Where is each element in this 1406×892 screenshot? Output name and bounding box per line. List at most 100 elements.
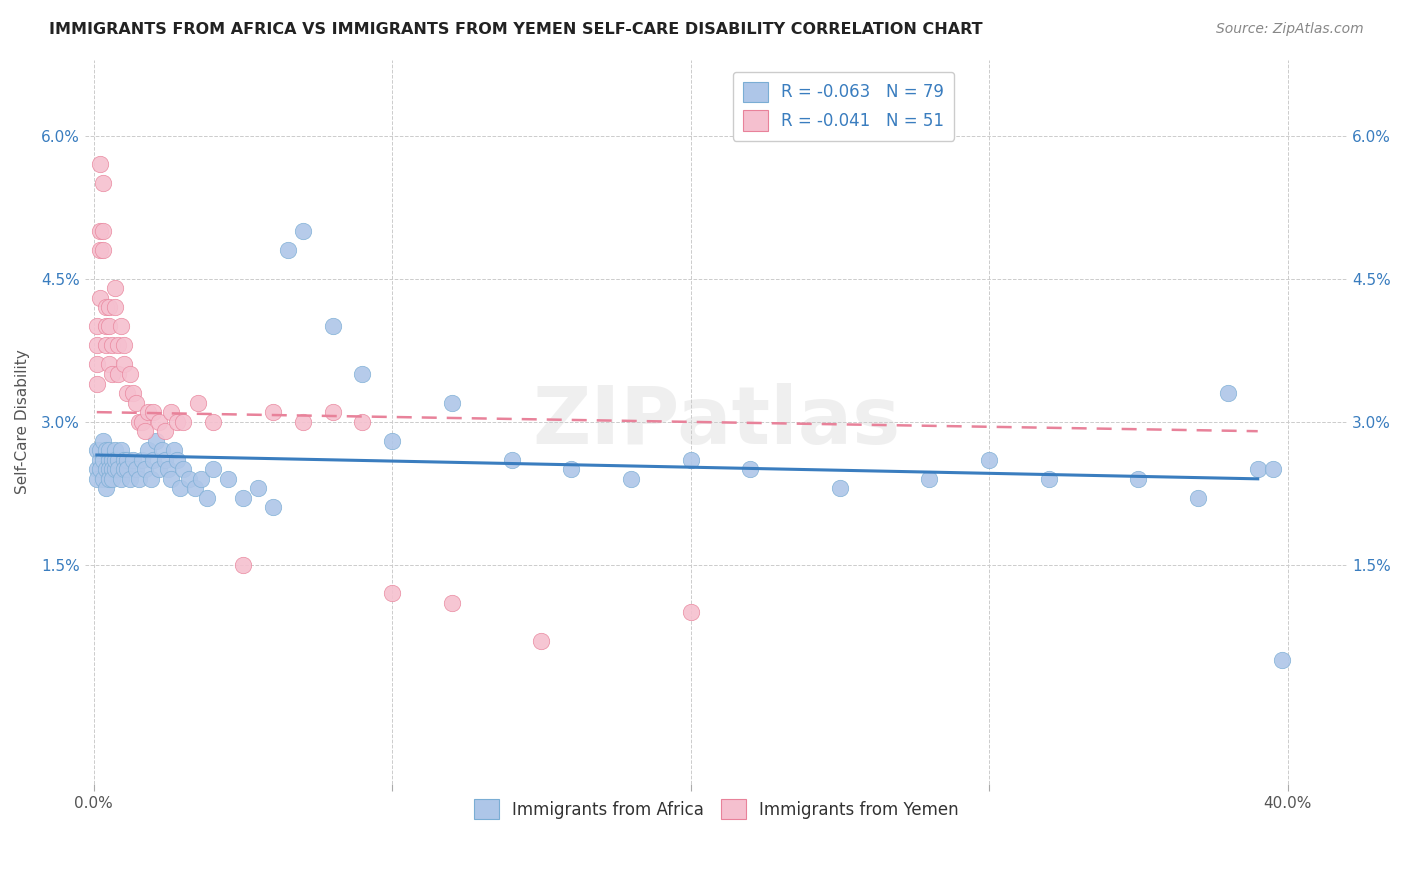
Point (115, 452, 138, 467)
Point (232, 491, 254, 505)
Point (918, 472, 941, 486)
Point (152, 443, 174, 458)
Point (169, 481, 191, 495)
Point (1038, 472, 1060, 486)
Text: ZIPatlas: ZIPatlas (531, 383, 900, 460)
Point (202, 415, 225, 429)
Point (86, 443, 108, 458)
Point (100, 472, 122, 486)
Point (352, 415, 374, 429)
Text: Source: ZipAtlas.com: Source: ZipAtlas.com (1216, 22, 1364, 37)
Point (100, 338, 122, 352)
Point (145, 434, 167, 448)
Point (184, 481, 207, 495)
Point (1216, 386, 1239, 401)
Point (91, 452, 114, 467)
Point (187, 395, 209, 409)
Point (91, 472, 114, 486)
Point (262, 500, 284, 515)
Point (104, 443, 127, 458)
Point (107, 452, 129, 467)
Point (501, 452, 523, 467)
Point (1271, 653, 1294, 667)
Point (157, 462, 180, 476)
Point (246, 481, 269, 495)
Point (115, 462, 138, 476)
Point (94, 481, 117, 495)
Point (110, 472, 132, 486)
Point (112, 452, 135, 467)
Point (107, 462, 129, 476)
Point (100, 367, 122, 381)
Point (97, 462, 120, 476)
Point (91, 434, 114, 448)
Point (97, 358, 120, 372)
Point (136, 405, 159, 419)
Point (202, 462, 225, 476)
Point (277, 243, 299, 257)
Point (118, 367, 141, 381)
Point (89, 243, 111, 257)
Point (100, 462, 122, 476)
Point (110, 443, 132, 458)
Point (134, 424, 156, 438)
Point (352, 367, 374, 381)
Point (118, 472, 141, 486)
Point (91, 224, 114, 238)
Legend: Immigrants from Africa, Immigrants from Yemen: Immigrants from Africa, Immigrants from … (467, 792, 965, 826)
Point (89, 443, 111, 458)
Point (148, 415, 170, 429)
Point (89, 157, 111, 171)
Point (381, 434, 404, 448)
Point (155, 452, 177, 467)
Point (166, 452, 188, 467)
Point (142, 452, 165, 467)
Point (115, 386, 138, 401)
Point (262, 405, 284, 419)
Point (97, 301, 120, 315)
Point (86, 472, 108, 486)
Point (110, 319, 132, 334)
Point (104, 452, 127, 467)
Point (112, 462, 135, 476)
Text: IMMIGRANTS FROM AFRICA VS IMMIGRANTS FROM YEMEN SELF-CARE DISABILITY CORRELATION: IMMIGRANTS FROM AFRICA VS IMMIGRANTS FRO… (49, 22, 983, 37)
Point (1261, 462, 1284, 476)
Point (94, 301, 117, 315)
Point (142, 405, 165, 419)
Point (121, 386, 143, 401)
Point (139, 472, 162, 486)
Point (322, 319, 344, 334)
Point (91, 243, 114, 257)
Point (1187, 491, 1209, 505)
Point (104, 281, 127, 295)
Point (232, 558, 254, 572)
Point (291, 224, 314, 238)
Point (100, 452, 122, 467)
Point (136, 443, 159, 458)
Point (560, 462, 582, 476)
Point (89, 452, 111, 467)
Point (94, 338, 117, 352)
Point (740, 462, 762, 476)
Point (679, 452, 702, 467)
Point (128, 415, 150, 429)
Point (1247, 462, 1270, 476)
Point (131, 452, 153, 467)
Point (97, 452, 120, 467)
Point (107, 367, 129, 381)
Point (97, 472, 120, 486)
Point (291, 415, 314, 429)
Point (172, 462, 194, 476)
Point (134, 462, 156, 476)
Y-axis label: Self-Care Disability: Self-Care Disability (15, 350, 30, 494)
Point (163, 443, 186, 458)
Point (91, 177, 114, 191)
Point (1128, 472, 1150, 486)
Point (112, 338, 135, 352)
Point (104, 301, 127, 315)
Point (160, 472, 183, 486)
Point (89, 462, 111, 476)
Point (679, 605, 702, 619)
Point (86, 358, 108, 372)
Point (121, 452, 143, 467)
